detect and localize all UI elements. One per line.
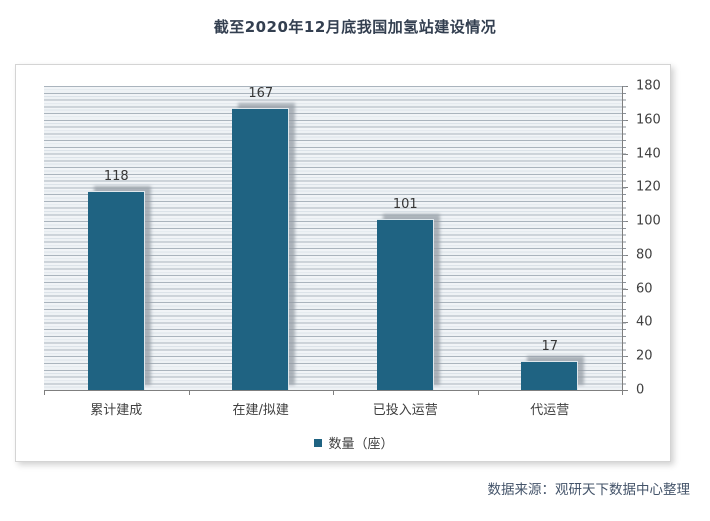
y-tick-label: 100 [636,213,661,229]
chart-title: 截至2020年12月底我国加氢站建设情况 [213,18,497,36]
x-axis-tick [622,391,623,395]
y-tick-label: 180 [636,78,661,94]
category-label: 在建/拟建 [232,403,289,418]
y-axis-tick [622,390,628,391]
x-axis-tick [188,391,190,395]
x-axis-tick [44,391,45,395]
category-label: 代运营 [530,403,570,418]
bar [376,219,434,390]
y-tick-label: 0 [636,382,645,398]
y-tick-label: 140 [636,146,661,162]
legend: 数量（座） [16,433,670,452]
x-axis-tick [477,391,479,395]
category-label: 累计建成 [90,403,143,418]
y-axis-line [622,86,623,391]
y-axis-minor-ticks [623,86,626,390]
y-tick-label: 60 [636,281,653,297]
bar-value-label: 101 [392,197,418,212]
bar-value-label: 17 [541,339,559,354]
category-label: 已投入运营 [372,403,438,418]
bar [87,191,145,390]
legend-label: 数量（座） [328,437,394,452]
y-tick-label: 40 [636,314,653,330]
y-tick-label: 160 [636,112,661,128]
x-axis-tick [333,391,334,395]
y-tick-label: 20 [636,348,653,364]
bar [521,361,579,390]
y-tick-label: 80 [636,247,653,263]
chart-box: 118 167 101 17 累计建成 在建/拟建 已投入运营 代运营 0 20 40 60 80 10… [15,64,671,462]
source-note: 数据来源：观研天下数据中心整理 [487,482,691,498]
legend-swatch-icon [314,438,323,447]
x-axis-line [44,390,623,391]
bar [232,108,290,390]
bar-value-label: 167 [248,86,274,101]
bar-value-label: 118 [103,169,129,184]
y-tick-label: 120 [636,179,661,195]
